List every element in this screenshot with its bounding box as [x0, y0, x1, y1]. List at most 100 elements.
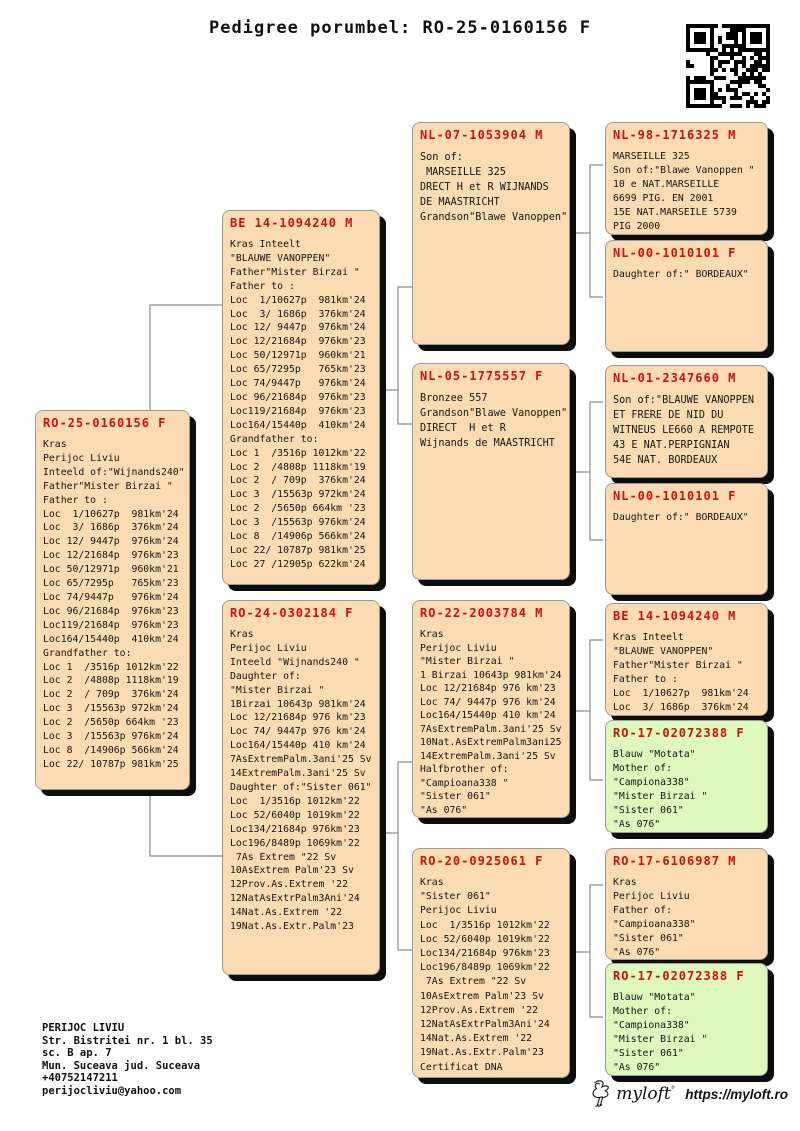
box-details: Blauw "Motata" Mother of: "Campiona338" "Mi…	[613, 991, 760, 1075]
box-detail-line: Loc 12/21684p 976 km'23	[230, 712, 366, 724]
box-detail-line: Loc 2 / 709p 376km'24	[43, 689, 179, 701]
box-detail-line: Loc 1 /3516p 1012km'22	[230, 447, 366, 459]
box-detail-line: 14Nat.As.Extrem '22	[420, 1033, 533, 1045]
box-detail-line: Grandson"Blawe Vanoppen"	[420, 408, 568, 419]
box-detail-line: Perijoc Liviu	[420, 642, 497, 654]
box-detail-line: "Sister 061"	[613, 1048, 684, 1059]
box-detail-line: Wijnands de MAASTRICHT	[420, 438, 555, 449]
box-detail-line: Father"Mister Birzai "	[43, 480, 173, 492]
box-detail-line: "Mister Birzai "	[613, 1034, 708, 1045]
box-detail-line: Loc 2 /5650p 664km '23	[43, 717, 179, 729]
box-detail-line: 54E NAT. BORDEAUX	[613, 455, 718, 466]
box-detail-line: Loc 3/ 1686p 376km'24	[613, 702, 749, 713]
box-detail-line: Grandfather to:	[43, 647, 132, 659]
box-detail-line: ET FRERE DE NID DU	[613, 410, 724, 421]
box-detail-line: Loc164/15440p 410km'24	[230, 419, 366, 431]
box-detail-line: Loc119/21684p 976km'23	[43, 619, 179, 631]
box-detail-line: Daughter of:" BORDEAUX"	[613, 269, 749, 280]
ring-number: RO-20-0925061 F	[420, 854, 544, 868]
box-detail-line: Kras Inteelt	[230, 239, 301, 250]
box-details: Kras Inteelt "BLAUWE VANOPPEN" Father"Mist…	[230, 238, 372, 572]
pedigree-box-mother: RO-24-0302184 F Kras Perijoc Liviu Inteeld…	[222, 600, 380, 975]
box-detail-line: Loc 74/ 9447p 976 km'24	[420, 696, 556, 708]
box-detail-line: MARSEILLE 325	[613, 151, 690, 162]
box-detail-line: Loc 52/6040p 1019km'22	[420, 933, 550, 945]
box-detail-line: Daughter of:" BORDEAUX"	[613, 512, 749, 523]
box-detail-line: Son of:"BLAUWE VANOPPEN	[613, 395, 755, 406]
myloft-bird-logo	[592, 1080, 609, 1107]
pedigree-box-grandfather-paternal: NL-07-1053904 M Son of: MARSEILLE 325 DRE…	[412, 122, 570, 345]
owner-phone: +40752147211	[42, 1072, 118, 1085]
pedigree-box-grandmother-maternal: RO-20-0925061 F Kras "Sister 061" Perijoc …	[412, 848, 570, 1078]
box-detail-line: Perijoc Liviu	[613, 891, 690, 902]
box-detail-line: Loc 1 /3516p 1012km'22	[43, 661, 179, 673]
box-details: MARSEILLE 325 Son of:"Blawe Vanoppen " 10 …	[613, 150, 760, 234]
box-detail-line: Daughter of:	[230, 670, 301, 682]
box-detail-line: Mother of:	[613, 763, 672, 774]
box-detail-line: "Mister Birzai "	[613, 791, 708, 802]
box-detail-line: DE MAASTRICHT	[420, 197, 500, 208]
box-detail-line: Halfbrother of:	[420, 764, 509, 775]
box-detail-line: 14ExtremPalm.3ani'25 Sv	[230, 768, 366, 780]
box-detail-line: Father to :	[43, 494, 108, 506]
box-detail-line: 7AsExtremPalm.3ani'25 Sv	[420, 723, 562, 735]
ring-number: RO-25-0160156 F	[43, 416, 167, 430]
box-detail-line: "Sister 061"	[613, 933, 684, 944]
box-details: Blauw "Motata" Mother of: "Campiona338" "Mi…	[613, 748, 760, 832]
pedigree-box-great-grandparent-6: RO-17-02072388 F Blauw "Motata" Mother of…	[605, 720, 768, 833]
box-details: Kras Perijoc Liviu Father of: "Campioana338…	[613, 876, 760, 959]
box-detail-line: 10 e NAT.MARSEILLE	[613, 179, 720, 190]
pedigree-box-great-grandparent-7: RO-17-6106987 M Kras Perijoc Liviu Father …	[605, 848, 768, 960]
box-detail-line: "BLAUWE VANOPPEN"	[613, 646, 714, 657]
box-detail-line: 10AsExtrem Palm'23 Sv	[420, 990, 544, 1002]
box-detail-line: Bronzee 557	[420, 393, 488, 404]
pedigree-box-subject: RO-25-0160156 F Kras Perijoc Liviu Inteeld…	[35, 410, 190, 790]
box-detail-line: WITNEUS LE660 A REMPOTE	[613, 425, 755, 436]
box-detail-line: "BLAUWE VANOPPEN"	[230, 252, 331, 264]
box-detail-line: Loc196/8489p 1069km'22	[230, 837, 360, 849]
box-detail-line: 14ExtremPalm.3ani'25 Sv	[420, 750, 556, 762]
box-detail-line: 19Nat.As.Extr.Palm'23	[420, 1047, 544, 1059]
box-detail-line: 1Birzai 10643p 981km'24	[230, 698, 366, 710]
box-detail-line: "Sister 061"	[420, 891, 491, 903]
box-detail-line: 10AsExtrem Palm'23 Sv	[230, 865, 354, 877]
box-detail-line: Kras	[230, 629, 254, 640]
box-detail-line: Loc 3 /15563p 972km'24	[43, 703, 179, 715]
box-detail-line: 7As Extrem "22 Sv	[420, 976, 527, 988]
ring-number: NL-01-2347660 M	[613, 371, 737, 385]
box-detail-line: 14Nat.As.Extrem '22	[230, 907, 343, 919]
box-detail-line: 1 Birzai 10643p 981km'24	[420, 669, 562, 681]
box-detail-line: Father"Mister Birzai "	[230, 266, 360, 278]
box-detail-line: Loc 12/21684p 976km'23	[43, 550, 179, 562]
box-detail-line: Loc 74/ 9447p 976 km'24	[230, 726, 366, 738]
box-detail-line: "As 076"	[420, 804, 468, 816]
owner-contact-block: PERIJOC LIVIU Str. Bistritei nr. 1 bl. 3…	[42, 1022, 213, 1098]
box-detail-line: Loc 3 /15563p 976km'24	[230, 517, 366, 529]
page-title: Pedigree porumbel: RO-25-0160156 F	[209, 18, 591, 38]
box-detail-line: Loc 22/ 10787p 981km'25	[230, 544, 366, 556]
myloft-url-link[interactable]: https://myloft.ro	[685, 1086, 788, 1102]
box-details: Kras Perijoc Liviu "Mister Birzai " 1 Birza…	[420, 628, 562, 817]
box-detail-line: "Sister 061"	[420, 791, 491, 802]
pedigree-box-great-grandparent-8: RO-17-02072388 F Blauw "Motata" Mother of…	[605, 963, 768, 1076]
box-details: Kras "Sister 061" Perijoc Liviu Loc 1/3516p…	[420, 876, 562, 1075]
box-detail-line: "Campioana338"	[613, 919, 696, 930]
box-detail-line: Loc 1/10627p 981km'24	[43, 508, 179, 520]
box-detail-line: Perijoc Liviu	[230, 642, 307, 654]
box-detail-line: Loc 65/7295p 765km'23	[230, 364, 366, 376]
box-detail-line: Loc 65/7295p 765km'23	[43, 578, 179, 590]
box-detail-line: Loc 3/ 1686p 376km'24	[230, 308, 366, 320]
box-detail-line: Daughter of:"Sister 061"	[230, 781, 372, 793]
qr-code	[686, 24, 770, 108]
owner-street: Str. Bistritei nr. 1 bl. 35	[42, 1034, 213, 1047]
box-detail-line: "Mister Birzai "	[230, 684, 325, 696]
box-detail-line: Loc 3 /15563p 972km'24	[230, 489, 366, 501]
box-detail-line: MARSEILLE 325	[420, 167, 506, 178]
box-detail-line: Loc 2 / 709p 376km'24	[230, 475, 366, 487]
box-detail-line: Loc 1/10627p 981km'24	[230, 294, 366, 306]
box-detail-line: Inteeld of:"Wijnands240"	[43, 466, 185, 478]
myloft-wordmark: myloft°	[616, 1084, 676, 1104]
box-detail-line: Loc134/21684p 976km'23	[420, 948, 550, 960]
box-detail-line: Loc 12/ 9447p 976km'24	[230, 322, 366, 334]
